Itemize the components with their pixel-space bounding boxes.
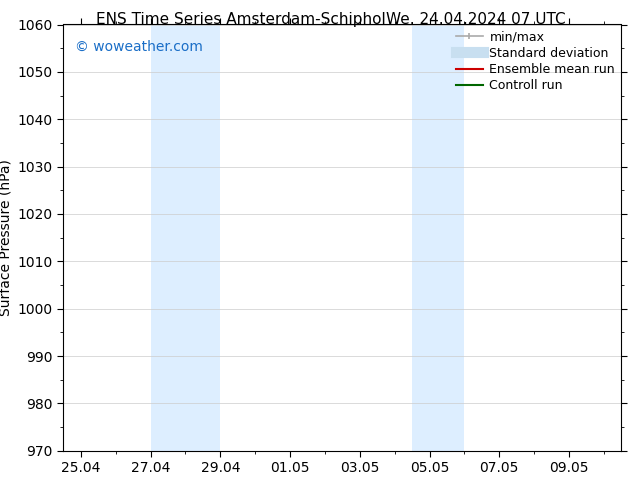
Bar [412,24,464,451]
Y-axis label: Surface Pressure (hPa): Surface Pressure (hPa) [0,159,12,316]
Legend: min/max, Standard deviation, Ensemble mean run, Controll run: min/max, Standard deviation, Ensemble me… [456,31,615,92]
Text: © woweather.com: © woweather.com [75,39,202,53]
Bar [150,24,221,451]
Text: ENS Time Series Amsterdam-Schiphol: ENS Time Series Amsterdam-Schiphol [96,12,386,27]
Text: We. 24.04.2024 07 UTC: We. 24.04.2024 07 UTC [385,12,566,27]
